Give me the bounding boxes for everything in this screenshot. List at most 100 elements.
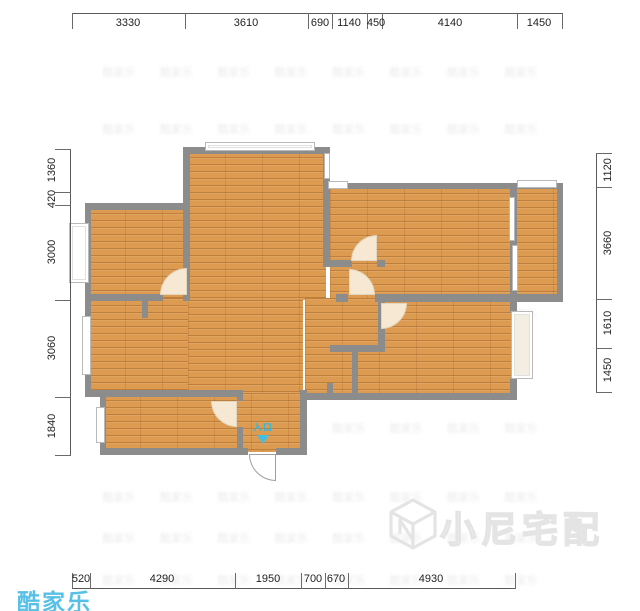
dim-label: 450 <box>366 17 386 29</box>
dim-label: 3330 <box>115 17 141 29</box>
kujiale-logo: 酷家乐 <box>17 589 92 611</box>
watermark-tile-row: 酷家乐 酷家乐 酷家乐 酷家乐 酷家乐 酷家乐 酷家乐 酷家乐 <box>102 124 538 136</box>
dim-tick <box>596 187 612 188</box>
dim-tick <box>596 153 612 154</box>
window <box>517 180 557 188</box>
window <box>82 316 91 375</box>
dim-tick <box>55 149 71 150</box>
wall <box>142 301 148 318</box>
xiaoni-watermark-text: 小尼宅配 <box>439 508 605 551</box>
dim-tick <box>55 397 71 398</box>
dim-label: 3060 <box>46 335 58 361</box>
wall <box>300 390 307 455</box>
dim-tick <box>235 573 236 589</box>
dim-tick <box>72 573 73 589</box>
wall <box>352 348 358 395</box>
wall <box>323 147 330 267</box>
wall <box>375 294 563 302</box>
floor-room-bottomleft <box>103 393 303 450</box>
dim-label: 1360 <box>46 157 58 183</box>
dim-tick <box>55 205 71 206</box>
dim-label: 1140 <box>337 17 361 29</box>
dim-tick <box>596 392 612 393</box>
watermark-tile-row: 酷家乐 酷家乐 酷家乐 酷家乐 酷家乐 酷家乐 酷家乐 酷家乐 <box>102 533 538 545</box>
dim-label: 3000 <box>46 239 58 265</box>
floor-living-top <box>188 150 326 300</box>
dim-tick <box>596 348 612 349</box>
entrance-arrow-icon <box>257 435 269 444</box>
watermark-tile-row: 酷家乐 酷家乐 酷家乐 酷家乐 酷家乐 酷家乐 酷家乐 酷家乐 <box>102 575 538 587</box>
dim-label: 3610 <box>233 17 259 29</box>
wall <box>330 183 563 189</box>
dim-tick <box>382 13 383 29</box>
wall <box>557 183 563 302</box>
window <box>69 223 89 283</box>
wall <box>183 147 190 301</box>
dim-tick <box>308 13 309 29</box>
dim-tick <box>55 192 71 193</box>
wall <box>336 294 348 302</box>
wall <box>300 393 517 400</box>
dim-label: 670 <box>326 573 346 585</box>
dim-line-bottom <box>72 588 515 589</box>
dim-tick <box>185 13 186 29</box>
dim-tick <box>72 13 73 29</box>
dim-tick <box>301 573 302 589</box>
wall <box>237 390 243 401</box>
bay-window <box>511 311 533 379</box>
wall <box>276 448 307 455</box>
wall <box>510 378 517 400</box>
entrance-label: 入口 <box>252 422 274 433</box>
dim-label: 690 <box>310 17 330 29</box>
wall <box>100 448 248 455</box>
dim-label: 700 <box>303 573 323 585</box>
dim-line-left <box>70 149 71 455</box>
wall <box>327 383 333 395</box>
dim-tick <box>55 300 71 301</box>
watermark-tile-row: 酷家乐 酷家乐 酷家乐 酷家乐 酷家乐 酷家乐 酷家乐 酷家乐 <box>102 67 538 79</box>
dim-label: 4290 <box>149 573 175 585</box>
wall <box>237 427 243 455</box>
dim-label: 1840 <box>46 413 58 439</box>
sliding-door-panel <box>509 197 515 241</box>
dim-tick <box>367 13 368 29</box>
dim-line-right <box>596 153 597 392</box>
dim-label: 1450 <box>602 357 614 383</box>
dim-label: 4930 <box>418 573 444 585</box>
window <box>96 407 105 443</box>
dim-tick <box>55 455 71 456</box>
dim-tick <box>90 573 91 589</box>
wall <box>377 260 385 267</box>
dim-line-top <box>72 13 562 14</box>
dim-label: 520 <box>71 573 91 585</box>
dim-tick <box>515 573 516 589</box>
dim-tick <box>596 299 612 300</box>
wall <box>85 390 243 397</box>
wall <box>85 294 163 301</box>
dim-label: 1610 <box>602 310 614 336</box>
door-arc <box>349 269 375 295</box>
dim-tick <box>348 573 349 589</box>
sliding-door-panel <box>512 245 518 291</box>
dim-label: 4140 <box>437 17 463 29</box>
dim-label: 420 <box>46 189 58 209</box>
dim-label: 1450 <box>526 17 552 29</box>
window <box>324 153 330 179</box>
xiaoni-cube-logo-icon <box>389 498 437 550</box>
dim-label: 3660 <box>602 230 614 256</box>
floor-balcony <box>516 186 560 296</box>
window <box>328 181 348 189</box>
dim-tick <box>517 13 518 29</box>
floor-room-midleft <box>88 298 188 393</box>
wall <box>85 203 190 210</box>
window <box>205 142 315 151</box>
dim-tick <box>562 13 563 29</box>
dim-tick <box>325 573 326 589</box>
dim-label: 1120 <box>602 158 614 182</box>
dim-label: 1950 <box>255 573 281 585</box>
wall <box>330 260 352 267</box>
dim-tick <box>332 13 333 29</box>
